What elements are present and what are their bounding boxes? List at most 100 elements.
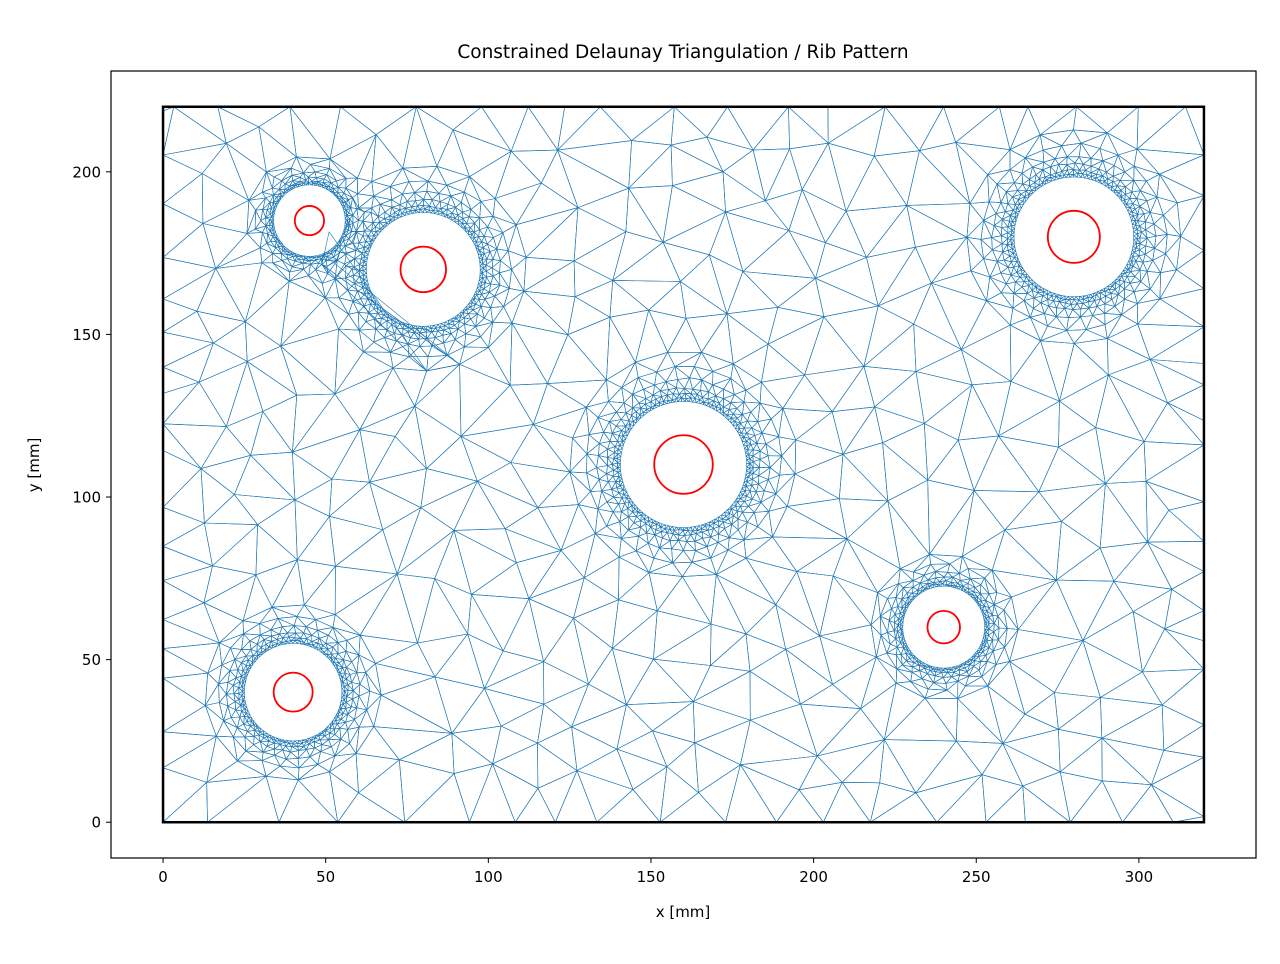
mesh-triangle xyxy=(511,290,569,336)
mesh-triangle xyxy=(1009,134,1041,159)
mesh-triangle xyxy=(957,685,1004,744)
mesh-triangle xyxy=(1076,106,1139,134)
mesh-triangle xyxy=(985,616,990,624)
mesh-triangle xyxy=(590,490,603,510)
mesh-triangle xyxy=(795,411,844,455)
mesh-triangle xyxy=(683,541,696,552)
mesh-triangle xyxy=(930,563,951,572)
mesh-triangle xyxy=(1124,291,1138,304)
mesh-triangle xyxy=(1096,303,1106,314)
mesh-triangle xyxy=(420,468,478,508)
mesh-triangle xyxy=(434,633,485,689)
mesh-triangle xyxy=(652,730,696,768)
mesh-triangle xyxy=(585,406,599,436)
mesh-triangle xyxy=(740,719,818,766)
mesh-triangle xyxy=(1095,177,1101,182)
mesh-triangle xyxy=(1021,285,1030,294)
mesh-triangle xyxy=(653,623,712,666)
mesh-triangle xyxy=(162,602,220,644)
mesh-triangle xyxy=(402,106,438,169)
mesh-triangle xyxy=(726,313,769,365)
mesh-triangle xyxy=(965,676,989,687)
mesh-triangle xyxy=(244,736,254,752)
mesh-triangle xyxy=(203,565,257,604)
mesh-triangle xyxy=(947,669,955,673)
mesh-triangle xyxy=(261,751,276,761)
mesh-triangle xyxy=(618,556,650,601)
mesh-triangle xyxy=(779,455,796,476)
mesh-triangle xyxy=(992,646,1005,665)
mesh-triangle xyxy=(340,106,417,135)
mesh-triangle xyxy=(516,550,562,600)
mesh-triangle xyxy=(1180,195,1205,251)
mesh-triangle xyxy=(691,557,717,575)
mesh-triangle xyxy=(314,171,328,179)
mesh-triangle xyxy=(250,451,296,501)
mesh-triangle xyxy=(494,182,542,225)
mesh-triangle xyxy=(775,604,821,650)
mesh-triangle xyxy=(1151,756,1205,817)
mesh-triangle xyxy=(1018,200,1024,205)
mesh-triangle xyxy=(294,499,330,561)
mesh-triangle xyxy=(250,411,293,456)
mesh-triangle xyxy=(206,735,238,783)
mesh-triangle xyxy=(573,231,627,281)
mesh-triangle xyxy=(701,313,734,365)
mesh-triangle xyxy=(1056,579,1115,641)
mesh-triangle xyxy=(752,459,761,468)
mesh-triangle xyxy=(870,592,881,626)
mesh-triangle xyxy=(381,317,389,322)
mesh-triangle xyxy=(832,575,878,626)
mesh-triangle xyxy=(292,451,333,501)
mesh-triangle xyxy=(367,230,375,237)
mesh-triangle xyxy=(576,770,634,823)
mesh-triangle xyxy=(770,408,784,438)
mesh-triangle xyxy=(742,505,755,513)
mesh-triangle xyxy=(434,530,472,595)
mesh-triangle xyxy=(594,508,607,534)
mesh-triangle xyxy=(466,222,475,229)
mesh-triangle xyxy=(728,402,738,410)
mesh-triangle xyxy=(607,457,613,466)
mesh-triangle xyxy=(338,313,360,331)
mesh-triangle xyxy=(804,365,865,413)
mesh-triangle xyxy=(742,401,752,415)
mesh-triangle xyxy=(941,669,949,673)
x-axis: 0 50 100 150 200 250 300 xyxy=(158,858,1153,886)
mesh-triangle xyxy=(621,361,639,388)
mesh-triangle xyxy=(332,642,339,655)
mesh-triangle xyxy=(207,642,223,674)
mesh-triangle xyxy=(628,140,672,189)
mesh-triangle xyxy=(392,367,428,407)
mesh-triangle xyxy=(1163,724,1205,758)
mesh-triangle xyxy=(292,393,361,453)
mesh-triangle xyxy=(1059,737,1103,782)
mesh-triangle xyxy=(715,388,724,400)
mesh-triangle xyxy=(725,200,790,231)
mesh-triangle xyxy=(573,260,614,298)
mesh-triangle xyxy=(290,156,304,174)
mesh-triangle xyxy=(626,701,694,732)
y-tick-label: 50 xyxy=(82,651,101,669)
mesh-triangle xyxy=(991,529,1057,581)
mesh-triangle xyxy=(930,237,972,284)
mesh-triangle xyxy=(801,142,847,212)
mesh-triangle xyxy=(515,207,579,258)
mesh-triangle xyxy=(692,665,751,702)
mesh-triangle xyxy=(223,717,238,729)
mesh-triangle xyxy=(635,361,657,378)
holes xyxy=(272,205,1101,713)
mesh-triangle xyxy=(1176,250,1205,289)
mesh-triangle xyxy=(919,142,971,204)
mesh-triangle xyxy=(955,698,1004,744)
mesh-triangle xyxy=(695,546,712,559)
mesh-triangle xyxy=(259,242,274,254)
mesh-triangle xyxy=(577,187,630,232)
mesh-triangle xyxy=(1010,274,1021,283)
mesh-triangle xyxy=(991,237,1003,251)
mesh-triangle xyxy=(295,632,305,639)
mesh-triangle xyxy=(643,384,655,396)
mesh-triangle xyxy=(1106,106,1139,150)
mesh-triangle xyxy=(371,181,391,197)
mesh-triangle xyxy=(459,364,511,437)
